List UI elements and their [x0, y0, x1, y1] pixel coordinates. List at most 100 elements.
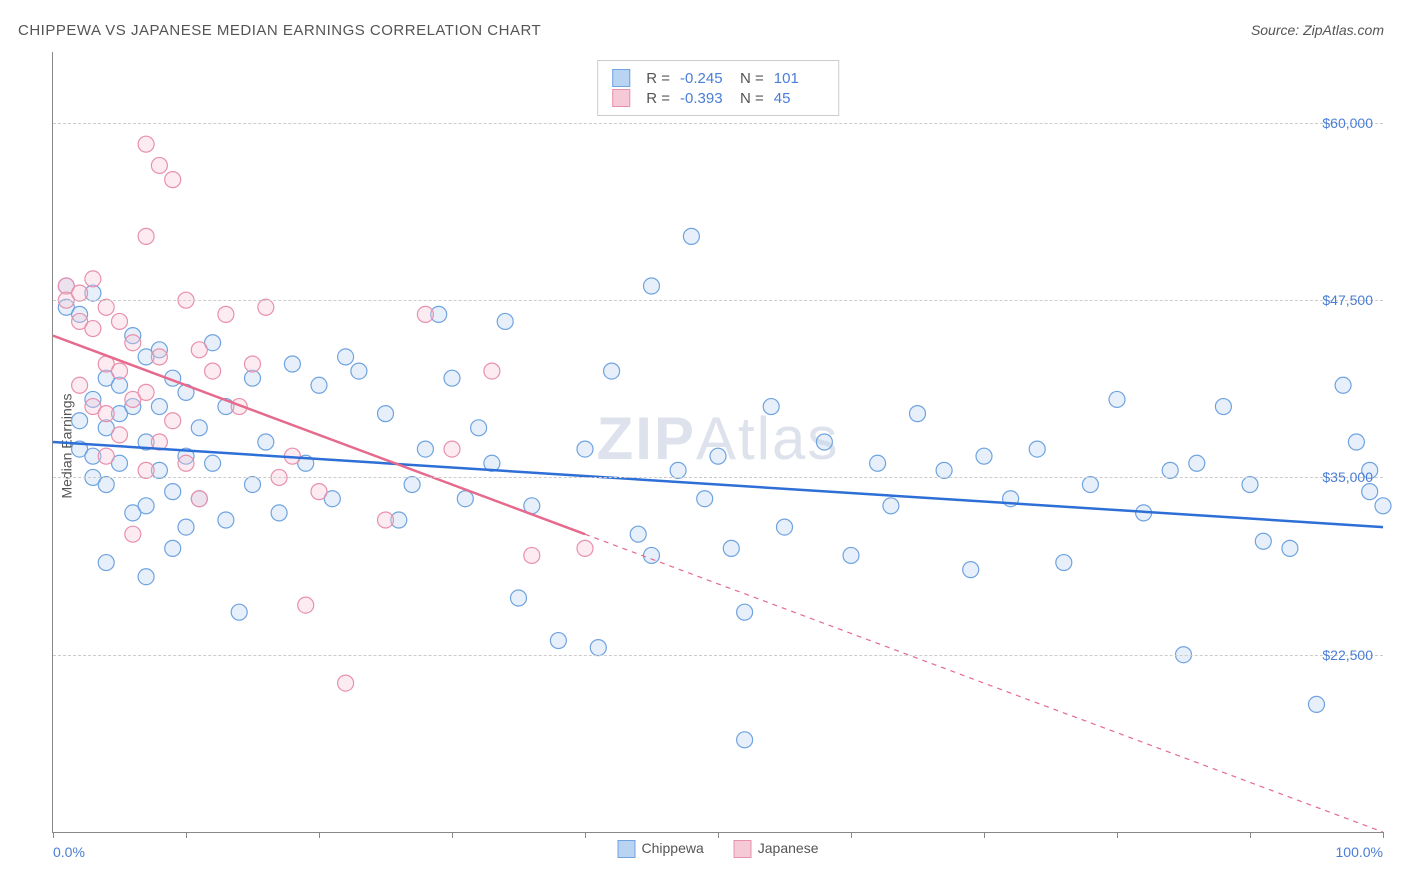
- data-point: [1109, 391, 1125, 407]
- data-point: [976, 448, 992, 464]
- x-tick: [718, 832, 719, 838]
- data-point: [644, 278, 660, 294]
- data-point: [98, 555, 114, 571]
- data-point: [763, 399, 779, 415]
- x-tick: [984, 832, 985, 838]
- data-point: [151, 349, 167, 365]
- x-label-min: 0.0%: [53, 844, 85, 860]
- data-point: [125, 526, 141, 542]
- data-point: [191, 491, 207, 507]
- plot-area: ZIPAtlas R = -0.245 N = 101 R = -0.393 N…: [52, 52, 1383, 833]
- data-point: [191, 342, 207, 358]
- data-point: [457, 491, 473, 507]
- data-point: [417, 441, 433, 457]
- data-point: [1309, 696, 1325, 712]
- data-point: [1082, 477, 1098, 493]
- data-point: [1029, 441, 1045, 457]
- data-point: [1335, 377, 1351, 393]
- data-point: [218, 306, 234, 322]
- x-tick: [319, 832, 320, 838]
- legend-chippewa: Chippewa: [618, 840, 704, 858]
- data-point: [404, 477, 420, 493]
- x-tick: [53, 832, 54, 838]
- data-point: [511, 590, 527, 606]
- data-point: [550, 633, 566, 649]
- data-point: [417, 306, 433, 322]
- data-point: [1255, 533, 1271, 549]
- data-point: [165, 172, 181, 188]
- data-point: [1282, 540, 1298, 556]
- data-point: [191, 420, 207, 436]
- data-point: [205, 455, 221, 471]
- data-point: [125, 335, 141, 351]
- data-point: [338, 675, 354, 691]
- stats-legend: R = -0.245 N = 101 R = -0.393 N = 45: [597, 60, 839, 116]
- data-point: [378, 512, 394, 528]
- data-point: [72, 285, 88, 301]
- y-tick-label: $22,500: [1322, 647, 1373, 663]
- data-point: [218, 512, 234, 528]
- x-tick: [1117, 832, 1118, 838]
- swatch-japanese: [612, 89, 630, 107]
- data-point: [98, 477, 114, 493]
- stats-row-chippewa: R = -0.245 N = 101: [612, 69, 824, 87]
- data-point: [178, 519, 194, 535]
- data-point: [72, 377, 88, 393]
- data-point: [497, 313, 513, 329]
- data-point: [843, 547, 859, 563]
- data-point: [245, 356, 261, 372]
- legend-japanese: Japanese: [734, 840, 819, 858]
- data-point: [577, 441, 593, 457]
- chart-container: CHIPPEWA VS JAPANESE MEDIAN EARNINGS COR…: [0, 0, 1406, 892]
- data-point: [85, 271, 101, 287]
- legend-swatch-japanese: [734, 840, 752, 858]
- data-point: [444, 370, 460, 386]
- data-point: [1215, 399, 1231, 415]
- data-point: [138, 136, 154, 152]
- legend-swatch-chippewa: [618, 840, 636, 858]
- data-point: [284, 356, 300, 372]
- x-tick: [585, 832, 586, 838]
- data-point: [165, 540, 181, 556]
- x-label-max: 100.0%: [1336, 844, 1383, 860]
- data-point: [1162, 462, 1178, 478]
- x-tick: [1250, 832, 1251, 838]
- data-point: [910, 406, 926, 422]
- chart-title: CHIPPEWA VS JAPANESE MEDIAN EARNINGS COR…: [18, 22, 541, 39]
- data-point: [683, 228, 699, 244]
- data-point: [205, 363, 221, 379]
- data-point: [737, 604, 753, 620]
- data-point: [98, 299, 114, 315]
- data-point: [338, 349, 354, 365]
- data-point: [444, 441, 460, 457]
- data-point: [258, 434, 274, 450]
- data-point: [138, 498, 154, 514]
- data-point: [98, 448, 114, 464]
- data-point: [138, 569, 154, 585]
- source-label: Source: ZipAtlas.com: [1251, 22, 1384, 38]
- data-point: [697, 491, 713, 507]
- data-point: [670, 462, 686, 478]
- data-point: [1348, 434, 1364, 450]
- data-point: [1189, 455, 1205, 471]
- x-tick: [452, 832, 453, 838]
- data-point: [936, 462, 952, 478]
- data-point: [151, 157, 167, 173]
- data-point: [258, 299, 274, 315]
- data-point: [178, 455, 194, 471]
- data-point: [1056, 555, 1072, 571]
- data-point: [723, 540, 739, 556]
- data-point: [710, 448, 726, 464]
- data-point: [644, 547, 660, 563]
- stats-row-japanese: R = -0.393 N = 45: [612, 89, 824, 107]
- data-point: [98, 406, 114, 422]
- data-point: [1242, 477, 1258, 493]
- data-point: [151, 399, 167, 415]
- data-point: [737, 732, 753, 748]
- data-point: [165, 484, 181, 500]
- data-point: [630, 526, 646, 542]
- data-point: [311, 377, 327, 393]
- data-point: [1362, 484, 1378, 500]
- y-tick-label: $47,500: [1322, 292, 1373, 308]
- data-point: [963, 562, 979, 578]
